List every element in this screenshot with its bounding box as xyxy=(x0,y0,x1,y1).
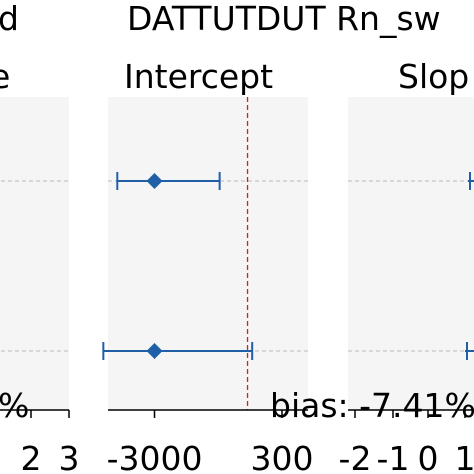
intercept-marks xyxy=(102,97,254,410)
estimate-marker xyxy=(146,343,163,359)
panel-slope-background xyxy=(348,97,474,410)
panel-intercept-background xyxy=(108,97,308,410)
tick-labels: 2 3 -3000 300 -2 -1 0 1 xyxy=(21,439,474,474)
tick-slope-2-label: -1 xyxy=(377,439,410,474)
header-left-fragment: d xyxy=(0,0,19,38)
panel-left-background xyxy=(0,97,69,410)
tick-left-2-label: 3 xyxy=(59,439,80,474)
annotation-left: % xyxy=(0,386,29,425)
panel-title-left: e xyxy=(0,57,10,96)
annotation-bias: bias: -7.41% xyxy=(270,386,474,425)
tick-left-1-label: 2 xyxy=(21,439,42,474)
slope-marks xyxy=(465,172,474,360)
tick-intercept-1-label: -3000 xyxy=(107,439,203,474)
header-title: DATTUTDUT Rn_sw xyxy=(127,0,441,38)
estimate-marker xyxy=(146,173,163,189)
panel-title-slope: Slop xyxy=(398,57,469,96)
tick-slope-4-label: 1 xyxy=(455,439,474,474)
tick-slope-1-label: -2 xyxy=(339,439,372,474)
tick-intercept-2-label: 300 xyxy=(251,439,314,474)
tick-slope-3-label: 0 xyxy=(418,439,439,474)
x-axes xyxy=(0,409,474,418)
panel-title-intercept: Intercept xyxy=(124,57,273,96)
